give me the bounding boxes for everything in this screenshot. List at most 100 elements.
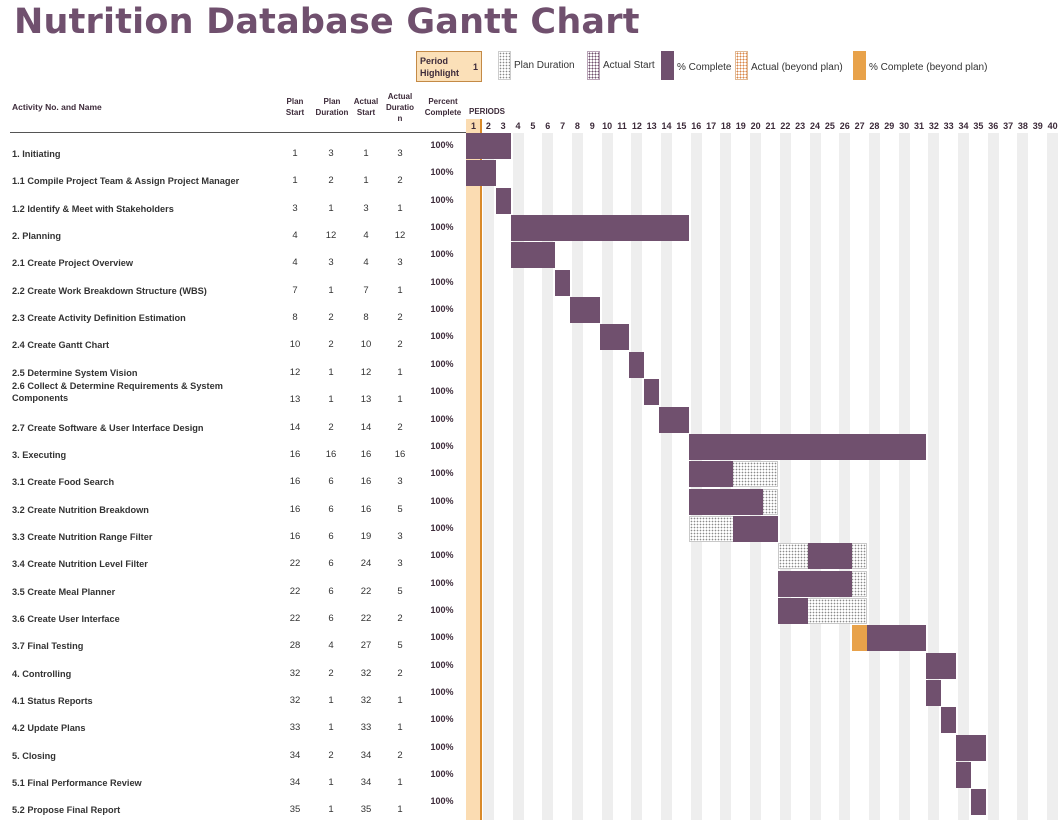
period-column-12 (631, 133, 643, 820)
period-column-26 (839, 133, 851, 820)
actual-start-cell: 34 (360, 749, 372, 761)
actual-bar (510, 242, 556, 269)
activity-name[interactable]: 2.4 Create Gantt Chart (12, 340, 110, 351)
plan-duration-cell: 1 (328, 202, 334, 214)
period-highlight-value[interactable]: 1 (473, 62, 479, 72)
activity-name[interactable]: 2.5 Determine System Vision (12, 367, 138, 378)
percent-complete-cell: 100% (430, 222, 454, 233)
activity-name[interactable]: 3.5 Create Meal Planner (12, 586, 116, 597)
period-column-4 (512, 133, 524, 820)
actual-bar (941, 707, 957, 734)
activity-name[interactable]: 1. Initiating (12, 149, 61, 159)
plan-start-cell: 34 (289, 749, 301, 761)
header-percent-complete: Percent Complete (424, 97, 462, 117)
activity-name[interactable]: 5.2 Propose Final Report (12, 805, 121, 816)
period-column-28 (868, 133, 880, 820)
plan-start-cell: 1 (292, 148, 298, 159)
period-number-6: 6 (545, 121, 551, 131)
percent-complete-cell: 100% (430, 741, 454, 752)
plan-start-cell: 16 (289, 448, 301, 460)
header-divider (10, 132, 466, 133)
actual-bar (777, 570, 853, 597)
header-plan-duration: Plan Duration (315, 97, 349, 117)
actual-bar (466, 160, 496, 187)
activity-name[interactable]: 3.1 Create Food Search (12, 477, 115, 488)
activity-name[interactable]: 2.3 Create Activity Definition Estimatio… (12, 313, 186, 324)
activity-name[interactable]: 2.1 Create Project Overview (12, 258, 134, 269)
period-number-26: 26 (839, 121, 850, 131)
activity-name[interactable]: 3.4 Create Nutrition Level Filter (12, 559, 148, 570)
plan-start-cell: 8 (292, 312, 298, 324)
plan-start-cell: 1 (292, 175, 298, 187)
activity-name[interactable]: 1.2 Identify & Meet with Stakeholders (12, 203, 174, 214)
activity-name[interactable]: 5. Closing (12, 750, 56, 761)
period-column-36 (987, 133, 999, 820)
period-highlight-box[interactable]: Period Highlight 1 (416, 51, 482, 82)
actual-bar (926, 652, 957, 679)
activity-name[interactable]: 4. Controlling (12, 668, 72, 679)
activity-name[interactable]: 4.1 Status Reports (12, 696, 93, 706)
period-number-23: 23 (795, 121, 806, 131)
plan-duration-cell: 6 (328, 476, 334, 488)
period-number-21: 21 (765, 121, 776, 131)
actual-start-cell: 4 (363, 230, 369, 242)
activity-name[interactable]: 2. Planning (12, 231, 62, 242)
percent-complete-cell: 100% (430, 331, 454, 342)
activity-name[interactable]: 3.7 Final Testing (12, 641, 84, 652)
period-number-25: 25 (824, 121, 835, 131)
actual-start-swatch-icon (587, 51, 600, 80)
actual-bar (629, 351, 645, 378)
period-highlight-marker (480, 119, 482, 820)
percent-complete-cell: 100% (430, 140, 454, 150)
activity-name[interactable]: 2.6 Collect & Determine Requirements & S… (12, 381, 223, 404)
actual-start-cell: 24 (360, 558, 372, 570)
percent-complete-cell: 100% (430, 604, 454, 615)
actual-start-cell: 8 (363, 312, 369, 324)
plan-start-cell: 12 (289, 366, 301, 378)
period-number-33: 33 (943, 121, 954, 131)
period-number-5: 5 (530, 121, 536, 131)
actual-bar (599, 324, 630, 351)
actual-duration-cell: 1 (397, 366, 403, 378)
percent-complete-cell: 100% (430, 468, 454, 479)
percent-complete-cell: 100% (430, 440, 454, 451)
actual-start-cell: 35 (360, 804, 372, 816)
activity-name[interactable]: 3.2 Create Nutrition Breakdown (12, 504, 149, 515)
activity-name[interactable]: 2.2 Create Work Breakdown Structure (WBS… (12, 285, 207, 296)
actual-bar (495, 187, 511, 214)
actual-start-cell: 16 (360, 448, 372, 460)
percent-complete-cell: 100% (430, 632, 454, 643)
plan-duration-cell: 16 (325, 448, 337, 460)
legend-plan-duration-label: Plan Duration (514, 60, 575, 71)
actual-duration-cell: 2 (397, 175, 403, 187)
page-title: Nutrition Database Gantt Chart (14, 2, 640, 42)
period-number-10: 10 (602, 121, 613, 131)
actual-start-cell: 32 (360, 667, 372, 679)
period-column-14 (661, 133, 673, 820)
plan-duration-cell: 1 (328, 777, 334, 789)
activity-name[interactable]: 3. Executing (12, 449, 67, 460)
period-number-8: 8 (574, 121, 580, 131)
actual-bar (644, 379, 660, 406)
activity-name[interactable]: 4.2 Update Plans (12, 723, 86, 734)
legend-actual-beyond-label: Actual (beyond plan) (751, 62, 843, 73)
activity-name[interactable]: 5.1 Final Performance Review (12, 778, 142, 789)
activity-name[interactable]: 2.7 Create Software & User Interface Des… (12, 422, 204, 433)
actual-duration-cell: 2 (397, 421, 403, 433)
period-number-37: 37 (1003, 121, 1014, 131)
plan-duration-cell: 3 (328, 257, 334, 269)
percent-complete-cell: 100% (430, 659, 454, 670)
actual-duration-cell: 2 (397, 749, 403, 761)
actual-beyond-bar (852, 625, 867, 652)
period-number-3: 3 (500, 121, 506, 131)
period-number-27: 27 (854, 121, 865, 131)
actual-start-cell: 10 (360, 339, 372, 351)
plan-duration-cell: 2 (328, 749, 334, 761)
activity-name[interactable]: 3.3 Create Nutrition Range Filter (12, 531, 153, 542)
activity-name[interactable]: 3.6 Create User Interface (12, 613, 120, 624)
actual-duration-cell: 5 (397, 503, 403, 515)
period-number-40: 40 (1047, 121, 1058, 131)
percent-complete-cell: 100% (430, 577, 454, 588)
activity-name[interactable]: 1.1 Compile Project Team & Assign Projec… (12, 176, 240, 187)
period-column-24 (809, 133, 821, 820)
